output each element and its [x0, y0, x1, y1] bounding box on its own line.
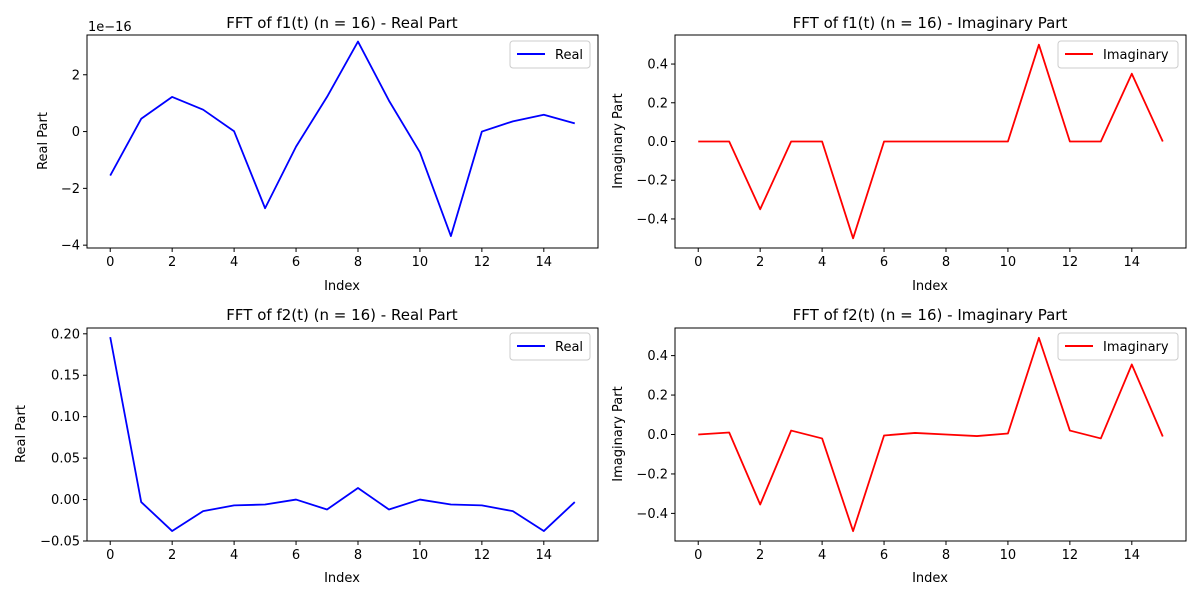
y-tick-label: −0.2: [636, 174, 668, 189]
y-offset-label: 1e−16: [88, 20, 132, 35]
axes-frame: [86, 327, 599, 542]
chart-title: FFT of f2(t) (n = 16) - Real Part: [226, 306, 458, 324]
chart-title: FFT of f2(t) (n = 16) - Imaginary Part: [793, 306, 1068, 324]
axes-frame: [674, 34, 1187, 249]
plot-area: 0 2 4 6 8 10 12 14 −4 −2 0 2: [61, 34, 599, 270]
legend-box: [1057, 332, 1179, 361]
x-tick-label: 10: [1000, 548, 1017, 563]
legend-box: [509, 40, 591, 69]
y-tick-label: 0.2: [647, 389, 668, 404]
legend-label: Real: [555, 48, 583, 63]
y-tick-label: 0.4: [647, 58, 668, 73]
y-tick-label: 0.20: [51, 327, 80, 342]
y-axis-label: Real Part: [36, 112, 51, 170]
legend: Real: [509, 40, 591, 69]
legend-label: Imaginary: [1103, 48, 1169, 63]
x-axis-label: Index: [324, 571, 360, 586]
x-tick-label: 6: [292, 255, 300, 270]
y-tick-label: −0.2: [636, 467, 668, 482]
y-tick-label: 2: [72, 68, 80, 83]
y-tick-label: 0.15: [51, 369, 80, 384]
x-tick-label: 14: [536, 548, 553, 563]
legend: Real: [509, 332, 591, 361]
y-axis-label: Real Part: [14, 405, 29, 463]
x-tick-label: 8: [942, 548, 950, 563]
x-tick-label: 2: [756, 255, 764, 270]
legend-box: [509, 332, 591, 361]
series-line: [698, 336, 1164, 533]
x-tick-label: 10: [412, 255, 429, 270]
y-tick-label: −0.05: [40, 535, 80, 550]
subplot-f1-real: 0 2 4 6 8 10 12 14 −4 −2 0 2 FFT of f1(t) (n = 16) …: [36, 14, 599, 294]
y-tick-label: −4: [61, 239, 80, 254]
x-tick-label: 12: [1062, 548, 1079, 563]
legend-box: [1057, 40, 1179, 69]
x-tick-label: 4: [230, 548, 238, 563]
chart-title: FFT of f1(t) (n = 16) - Real Part: [226, 14, 458, 32]
y-tick-label: 0.0: [647, 428, 668, 443]
x-tick-label: 12: [474, 255, 491, 270]
plot-area: 0 2 4 6 8 10 12 14 −0.4 −0.2 0.0 0.2 0.4: [636, 327, 1187, 563]
x-tick-label: 4: [818, 255, 826, 270]
x-tick-label: 4: [818, 548, 826, 563]
chart-title: FFT of f1(t) (n = 16) - Imaginary Part: [793, 14, 1068, 32]
y-tick-label: −2: [61, 182, 80, 197]
x-tick-label: 8: [354, 255, 362, 270]
subplot-f1-imaginary: 0 2 4 6 8 10 12 14 −0.4 −0.2 0.0 0.2 0.4 FFT of f1(t…: [611, 14, 1187, 294]
subplot-f2-imaginary: 0 2 4 6 8 10 12 14 −0.4 −0.2 0.0 0.2 0.4 FFT of f2(t…: [611, 306, 1187, 586]
x-tick-label: 2: [168, 548, 176, 563]
x-tick-label: 14: [536, 255, 553, 270]
x-tick-label: 8: [942, 255, 950, 270]
legend-label: Real: [555, 340, 583, 355]
y-axis-label: Imaginary Part: [611, 93, 626, 188]
x-tick-label: 0: [694, 255, 702, 270]
x-tick-label: 0: [106, 548, 114, 563]
subplot-f2-real: 0 2 4 6 8 10 12 14 −0.05 0.00 0.05 0.10 0.15 0.20 FFT…: [14, 306, 599, 586]
x-tick-label: 10: [1000, 255, 1017, 270]
x-tick-label: 6: [292, 548, 300, 563]
plot-area: 0 2 4 6 8 10 12 14 −0.4 −0.2 0.0 0.2 0.4: [636, 34, 1187, 270]
y-tick-label: −0.4: [636, 507, 668, 522]
x-tick-label: 4: [230, 255, 238, 270]
y-tick-label: 0.2: [647, 96, 668, 111]
x-tick-label: 2: [756, 548, 764, 563]
x-axis-label: Index: [912, 571, 948, 586]
x-tick-label: 14: [1124, 548, 1141, 563]
x-tick-label: 6: [880, 548, 888, 563]
x-tick-label: 0: [694, 548, 702, 563]
x-tick-label: 0: [106, 255, 114, 270]
legend: Imaginary: [1057, 332, 1179, 361]
axes-frame: [86, 34, 599, 249]
y-tick-label: 0.4: [647, 349, 668, 364]
x-axis-label: Index: [912, 279, 948, 294]
y-tick-label: 0.10: [51, 410, 80, 425]
y-tick-label: 0: [72, 125, 80, 140]
x-tick-label: 14: [1124, 255, 1141, 270]
legend-label: Imaginary: [1103, 340, 1169, 355]
x-tick-label: 8: [354, 548, 362, 563]
y-tick-label: 0.0: [647, 135, 668, 150]
series-line: [109, 336, 576, 532]
x-tick-label: 12: [1062, 255, 1079, 270]
y-tick-label: −0.4: [636, 212, 668, 227]
x-tick-label: 10: [412, 548, 429, 563]
x-axis-label: Index: [324, 279, 360, 294]
axes-frame: [674, 327, 1187, 542]
y-tick-label: 0.00: [51, 493, 80, 508]
series-line: [698, 43, 1164, 240]
x-tick-label: 2: [168, 255, 176, 270]
plot-area: 0 2 4 6 8 10 12 14 −0.05 0.00 0.05 0.10 0.15 0.20: [40, 327, 599, 563]
y-tick-label: 0.05: [51, 452, 80, 467]
y-axis-label: Imaginary Part: [611, 386, 626, 481]
x-tick-label: 12: [474, 548, 491, 563]
series-line: [109, 40, 576, 237]
x-tick-label: 6: [880, 255, 888, 270]
legend: Imaginary: [1057, 40, 1179, 69]
